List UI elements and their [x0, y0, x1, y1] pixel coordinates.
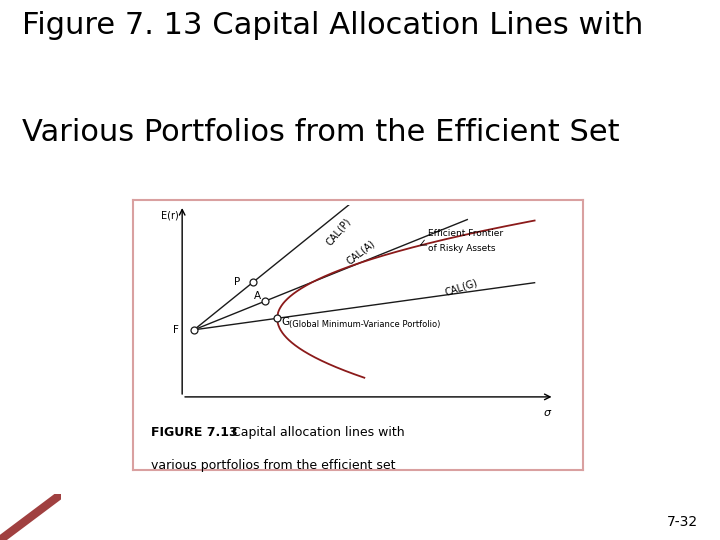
- Text: 7-32: 7-32: [667, 515, 698, 529]
- Text: Various Portfolios from the Efficient Set: Various Portfolios from the Efficient Se…: [22, 118, 619, 147]
- Text: σ: σ: [544, 408, 551, 418]
- Text: CAL(P): CAL(P): [325, 216, 354, 247]
- Text: FIGURE 7.13: FIGURE 7.13: [151, 427, 238, 440]
- Text: CAL(G): CAL(G): [444, 277, 479, 297]
- Text: Figure 7. 13 Capital Allocation Lines with: Figure 7. 13 Capital Allocation Lines wi…: [22, 11, 643, 40]
- Text: of Risky Assets: of Risky Assets: [428, 244, 495, 253]
- Text: E(r): E(r): [161, 211, 179, 221]
- Text: Capital allocation lines with: Capital allocation lines with: [232, 427, 405, 440]
- Text: F: F: [174, 325, 179, 335]
- Text: A: A: [254, 291, 261, 301]
- Text: various portfolios from the efficient set: various portfolios from the efficient se…: [151, 458, 396, 471]
- Text: Efficient Frontier: Efficient Frontier: [428, 229, 503, 238]
- Text: G: G: [281, 317, 289, 327]
- Text: CAL(A): CAL(A): [344, 238, 377, 267]
- Text: P: P: [235, 277, 240, 287]
- Text: (Global Minimum-Variance Portfolio): (Global Minimum-Variance Portfolio): [289, 320, 441, 328]
